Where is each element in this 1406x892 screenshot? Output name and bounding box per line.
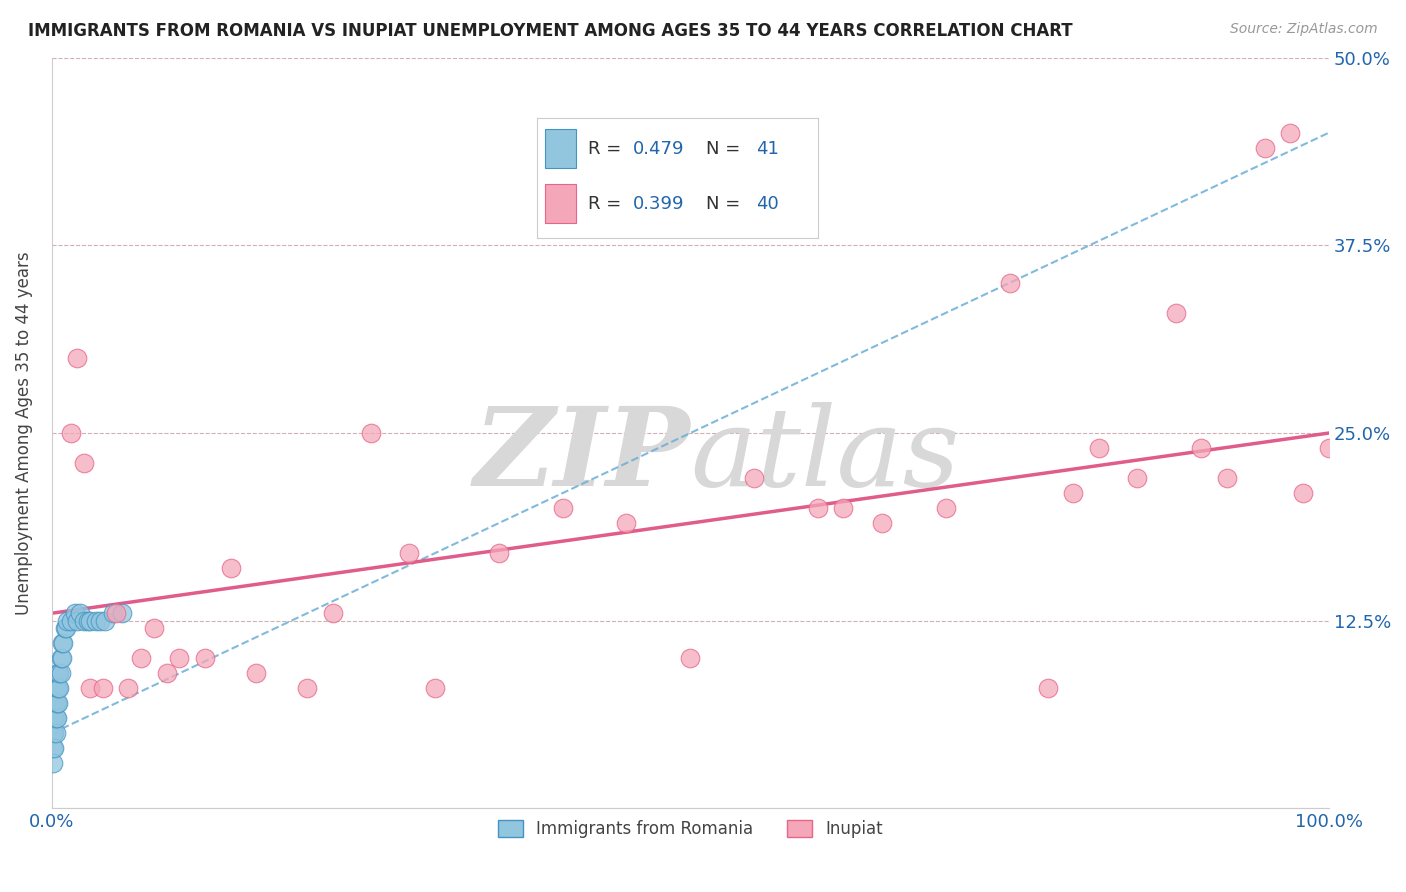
Point bbox=[51, 636, 73, 650]
Point bbox=[935, 501, 957, 516]
Text: atlas: atlas bbox=[690, 401, 960, 509]
Point bbox=[1254, 141, 1277, 155]
Text: IMMIGRANTS FROM ROMANIA VS INUPIAT UNEMPLOYMENT AMONG AGES 35 TO 44 YEARS CORREL: IMMIGRANTS FROM ROMANIA VS INUPIAT UNEMP… bbox=[28, 22, 1073, 40]
Point bbox=[52, 636, 75, 650]
Point bbox=[42, 696, 65, 710]
Point bbox=[45, 726, 67, 740]
Point bbox=[59, 425, 82, 440]
Point bbox=[45, 711, 67, 725]
Point bbox=[94, 614, 117, 628]
Point bbox=[73, 614, 96, 628]
Point bbox=[66, 351, 89, 365]
Point bbox=[742, 471, 765, 485]
Point bbox=[1279, 126, 1302, 140]
Point bbox=[55, 621, 77, 635]
Point bbox=[104, 606, 127, 620]
Point bbox=[42, 756, 65, 771]
Point bbox=[832, 501, 855, 516]
Point bbox=[117, 681, 139, 696]
Y-axis label: Unemployment Among Ages 35 to 44 years: Unemployment Among Ages 35 to 44 years bbox=[15, 252, 32, 615]
Point bbox=[44, 711, 66, 725]
Point bbox=[219, 561, 242, 575]
Point bbox=[59, 614, 82, 628]
Point bbox=[156, 666, 179, 681]
Point bbox=[69, 606, 91, 620]
Point bbox=[53, 621, 76, 635]
Point bbox=[79, 614, 101, 628]
Point bbox=[44, 741, 66, 756]
Point bbox=[49, 666, 72, 681]
Point bbox=[45, 696, 67, 710]
Point bbox=[91, 681, 114, 696]
Point bbox=[1164, 306, 1187, 320]
Point bbox=[45, 696, 67, 710]
Point bbox=[1088, 441, 1111, 455]
Point bbox=[111, 606, 134, 620]
Point bbox=[679, 651, 702, 665]
Point bbox=[1036, 681, 1059, 696]
Point bbox=[998, 276, 1021, 290]
Point bbox=[245, 666, 267, 681]
Point bbox=[42, 741, 65, 756]
Point bbox=[89, 614, 111, 628]
Point bbox=[44, 726, 66, 740]
Point bbox=[360, 425, 382, 440]
Point bbox=[51, 651, 73, 665]
Point bbox=[142, 621, 165, 635]
Point bbox=[1126, 471, 1149, 485]
Point bbox=[129, 651, 152, 665]
Point bbox=[46, 681, 69, 696]
Point bbox=[101, 606, 124, 620]
Point bbox=[44, 696, 66, 710]
Point bbox=[423, 681, 446, 696]
Point bbox=[46, 666, 69, 681]
Point bbox=[1062, 486, 1084, 500]
Point bbox=[295, 681, 318, 696]
Point bbox=[56, 614, 79, 628]
Point bbox=[76, 614, 98, 628]
Point bbox=[322, 606, 344, 620]
Point bbox=[63, 606, 86, 620]
Point bbox=[1292, 486, 1315, 500]
Point bbox=[45, 711, 67, 725]
Point bbox=[86, 614, 108, 628]
Point bbox=[488, 546, 510, 560]
Point bbox=[45, 681, 67, 696]
Point bbox=[870, 516, 893, 530]
Legend: Immigrants from Romania, Inupiat: Immigrants from Romania, Inupiat bbox=[491, 814, 890, 845]
Point bbox=[194, 651, 217, 665]
Point bbox=[1189, 441, 1212, 455]
Point bbox=[46, 696, 69, 710]
Point bbox=[807, 501, 830, 516]
Point bbox=[66, 614, 89, 628]
Point bbox=[1215, 471, 1237, 485]
Point bbox=[48, 666, 70, 681]
Point bbox=[42, 711, 65, 725]
Point bbox=[1317, 441, 1340, 455]
Point bbox=[49, 651, 72, 665]
Text: Source: ZipAtlas.com: Source: ZipAtlas.com bbox=[1230, 22, 1378, 37]
Point bbox=[48, 681, 70, 696]
Text: ZIP: ZIP bbox=[474, 401, 690, 509]
Point bbox=[73, 456, 96, 470]
Point bbox=[45, 681, 67, 696]
Point bbox=[79, 681, 101, 696]
Point bbox=[616, 516, 638, 530]
Point bbox=[551, 501, 574, 516]
Point bbox=[42, 726, 65, 740]
Point bbox=[169, 651, 191, 665]
Point bbox=[398, 546, 420, 560]
